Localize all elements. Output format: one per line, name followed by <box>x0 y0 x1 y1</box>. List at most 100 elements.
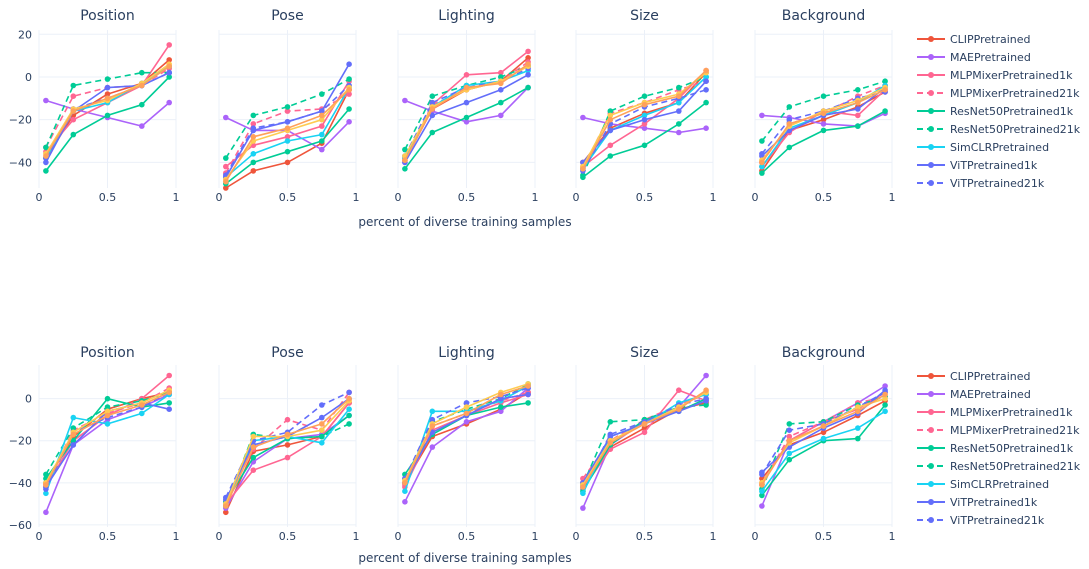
data-point <box>346 87 352 93</box>
data-point <box>284 134 291 140</box>
data-point <box>525 391 531 398</box>
data-point <box>43 144 49 151</box>
data-point <box>641 93 648 99</box>
data-point <box>882 395 888 402</box>
data-point <box>223 178 229 185</box>
data-point <box>855 435 861 442</box>
data-point <box>580 505 586 511</box>
data-point <box>786 433 793 440</box>
data-point <box>139 101 145 108</box>
data-point <box>166 74 172 80</box>
data-point <box>820 423 827 429</box>
x-tick-label: 1 <box>353 530 360 543</box>
data-point <box>641 112 648 119</box>
data-point <box>319 440 325 446</box>
data-point <box>166 400 172 406</box>
subplot-title: Pose <box>271 345 303 361</box>
data-point <box>223 114 229 121</box>
data-point <box>346 406 352 413</box>
legend-swatch-marker <box>928 72 934 78</box>
subplot-title: Lighting <box>438 345 495 361</box>
subplot-title: Size <box>630 8 659 24</box>
x-tick-label: 0.5 <box>458 530 476 543</box>
y-tick-label: −40 <box>9 477 32 490</box>
data-point <box>223 503 229 509</box>
data-point <box>607 419 614 425</box>
data-point <box>820 116 827 123</box>
x-tick-label: 1 <box>889 530 896 543</box>
subplot-position-row-2: Position 0 0.5 1 0 −20 −40 −60 <box>9 345 180 543</box>
data-point <box>786 121 793 127</box>
subplot-background-row-1: Background 0 0.5 1 <box>752 8 896 204</box>
x-tick-label: 1 <box>173 530 180 543</box>
data-point <box>223 155 229 161</box>
subplot-title: Background <box>782 8 866 24</box>
data-point <box>607 440 614 446</box>
data-point <box>166 99 172 106</box>
x-tick-label: 1 <box>532 191 539 204</box>
data-point <box>402 146 408 153</box>
data-point <box>346 106 352 112</box>
subplot-background-row-2: Background 0 0.5 1 <box>752 345 896 543</box>
data-point <box>703 125 709 131</box>
data-point <box>820 435 827 442</box>
legend: CLIPPretrained MAEPretrained MLPMixerPretr… <box>917 370 1081 527</box>
data-point <box>429 93 436 99</box>
x-tick-label: 0 <box>752 191 759 204</box>
data-point <box>855 425 861 431</box>
data-point <box>402 157 408 163</box>
data-point <box>676 99 682 106</box>
legend-entry-label: MLPMixerPretrained21k <box>950 87 1080 100</box>
data-point <box>43 153 49 159</box>
data-point <box>284 138 291 144</box>
subplot-size-row-2: Size 0 0.5 1 <box>573 345 717 543</box>
data-point <box>429 408 436 415</box>
data-point <box>70 437 77 444</box>
data-point <box>676 84 682 91</box>
data-point <box>786 450 793 457</box>
subplot-title: Position <box>80 345 135 361</box>
y-tick-label: 20 <box>18 28 32 41</box>
data-point <box>641 121 648 127</box>
data-point <box>463 84 470 91</box>
data-point <box>759 112 765 119</box>
legend-swatch-marker <box>928 126 934 132</box>
series-line-resnet50pretrained21k <box>582 76 707 176</box>
x-tick-label: 1 <box>710 191 717 204</box>
data-point <box>402 166 408 172</box>
data-point <box>250 112 257 119</box>
data-point <box>223 163 229 170</box>
legend-swatch-marker <box>928 90 934 96</box>
data-point <box>284 416 291 423</box>
data-point <box>882 87 888 93</box>
legend-entry-label: ResNet50Pretrained21k <box>950 460 1081 473</box>
data-point <box>703 67 709 74</box>
legend-entry-label: ResNet50Pretrained1k <box>950 442 1074 455</box>
data-point <box>855 99 861 106</box>
data-point <box>319 91 325 97</box>
subplot-pose-row-1: Pose 0 0.5 1 <box>216 8 360 204</box>
legend-entry-label: MLPMixerPretrained1k <box>950 406 1073 419</box>
data-point <box>284 431 291 438</box>
legend-entry-label: ViTPretrained21k <box>950 177 1045 190</box>
data-point <box>429 129 436 136</box>
data-point <box>463 419 470 425</box>
data-point <box>641 116 648 123</box>
data-point <box>43 509 49 516</box>
x-tick-label: 0.5 <box>99 191 117 204</box>
data-point <box>70 414 77 421</box>
data-point <box>319 123 325 129</box>
x-tick-label: 0 <box>573 191 580 204</box>
data-point <box>166 372 172 379</box>
subplot-pose-row-2: Pose 0 0.5 1 <box>216 345 360 543</box>
data-point <box>43 97 49 104</box>
data-point <box>284 119 291 125</box>
data-point <box>786 427 793 434</box>
data-point <box>223 509 229 516</box>
y-tick-label: 0 <box>25 393 32 406</box>
data-point <box>346 119 352 125</box>
data-point <box>703 74 709 80</box>
x-axis-label: percent of diverse training samples <box>358 551 571 565</box>
data-point <box>580 166 586 172</box>
